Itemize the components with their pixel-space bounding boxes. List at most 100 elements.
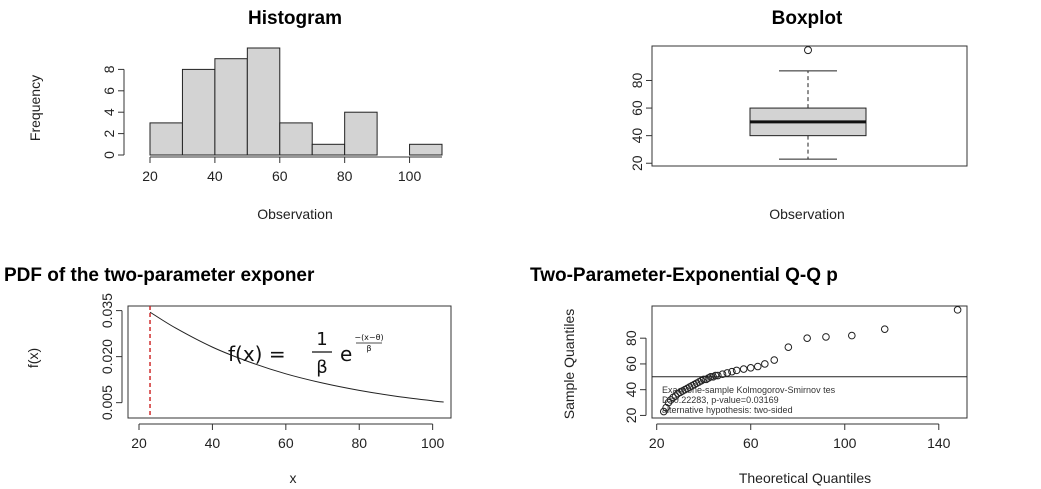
qq-point bbox=[803, 334, 811, 342]
qq-x-ticks: 20 60 100 140 bbox=[649, 424, 951, 451]
histogram-bars bbox=[149, 47, 443, 156]
pdf-formula: f(x) = 1 β e −(x−θ) β bbox=[228, 329, 384, 378]
pdf-frame bbox=[127, 305, 452, 419]
qq-xlabel: Theoretical Quantiles bbox=[739, 470, 871, 486]
qq-annotation-line-1: Exact one-sample Kolmogorov-Smirnov tes bbox=[662, 385, 836, 395]
histogram-panel: Histogram Frequency Observation 20 40 60 80… bbox=[27, 8, 443, 222]
histogram-bar bbox=[149, 122, 183, 156]
qq-point bbox=[746, 363, 755, 372]
qq-points bbox=[659, 306, 962, 416]
histogram-x-tick-label: 20 bbox=[142, 168, 158, 184]
qq-x-tick-label: 20 bbox=[649, 435, 665, 451]
qq-x-tick-label: 100 bbox=[833, 435, 857, 451]
qq-point bbox=[714, 371, 722, 380]
boxplot-frame bbox=[651, 45, 968, 167]
histogram-x-tick-label: 60 bbox=[272, 168, 288, 184]
qq-point bbox=[723, 369, 732, 377]
pdf-x-tick-label: 80 bbox=[351, 435, 367, 451]
histogram-y-tick-label: 4 bbox=[101, 108, 117, 116]
pdf-y-tick-label: 0.035 bbox=[99, 293, 115, 328]
histogram-y-tick-label: 0 bbox=[101, 151, 117, 159]
qq-y-tick-label: 80 bbox=[623, 330, 639, 346]
qq-panel: Two-Parameter-Exponential Q-Q p Sample Q… bbox=[530, 265, 968, 486]
histogram-bar bbox=[311, 143, 346, 156]
qq-point bbox=[880, 325, 889, 333]
qq-point bbox=[784, 343, 793, 351]
histogram-y-tick-label: 2 bbox=[101, 129, 117, 137]
qq-y-tick-label: 20 bbox=[623, 407, 639, 423]
histogram-y-ticks: 0 2 4 6 8 bbox=[101, 65, 124, 159]
histogram-bar bbox=[246, 47, 281, 156]
histogram-bar bbox=[181, 68, 216, 156]
histogram-ylabel: Frequency bbox=[27, 75, 43, 141]
qq-title: Two-Parameter-Exponential Q-Q p bbox=[530, 265, 838, 286]
boxplot-y-tick-label: 40 bbox=[629, 128, 645, 144]
pdf-x-tick-label: 40 bbox=[205, 435, 221, 451]
qq-x-tick-label: 60 bbox=[743, 435, 759, 451]
boxplot-box bbox=[749, 46, 867, 160]
qq-point bbox=[761, 360, 769, 368]
qq-point bbox=[711, 371, 720, 380]
pdf-formula-lhs: f(x) = bbox=[228, 342, 286, 366]
qq-point bbox=[659, 407, 668, 416]
qq-point bbox=[699, 375, 708, 384]
histogram-bar bbox=[214, 58, 248, 156]
boxplot-y-tick-label: 20 bbox=[629, 155, 645, 171]
boxplot-y-tick-label: 60 bbox=[629, 100, 645, 116]
histogram-y-tick-label: 8 bbox=[101, 65, 117, 73]
pdf-formula-exp-denominator: β bbox=[366, 344, 371, 353]
qq-point bbox=[848, 331, 856, 340]
histogram-x-tick-label: 100 bbox=[398, 168, 422, 184]
qq-point bbox=[739, 365, 748, 373]
qq-point bbox=[770, 356, 779, 364]
histogram-bar bbox=[279, 122, 313, 156]
qq-y-ticks: 20 40 60 80 bbox=[623, 330, 646, 423]
qq-x-tick-label: 140 bbox=[927, 435, 951, 451]
qq-frame bbox=[651, 305, 968, 419]
pdf-x-tick-label: 60 bbox=[278, 435, 294, 451]
qq-point bbox=[671, 392, 680, 400]
pdf-y-tick-label: 0.005 bbox=[99, 385, 115, 420]
histogram-xlabel: Observation bbox=[257, 206, 332, 222]
histogram-title: Histogram bbox=[248, 8, 342, 29]
histogram-x-tick-label: 40 bbox=[207, 168, 223, 184]
qq-point bbox=[953, 306, 962, 314]
histogram-x-ticks: 20 40 60 80 100 bbox=[142, 157, 421, 184]
histogram-y-tick-label: 6 bbox=[101, 87, 117, 95]
histogram-x-tick-label: 80 bbox=[337, 168, 353, 184]
pdf-title: PDF of the two-parameter exponer bbox=[4, 265, 315, 286]
qq-point bbox=[732, 366, 741, 375]
qq-point bbox=[822, 333, 830, 341]
histogram-bar bbox=[344, 111, 378, 156]
qq-annotation-line-3: alternative hypothesis: two-sided bbox=[662, 405, 793, 415]
pdf-formula-denominator: β bbox=[316, 357, 328, 378]
pdf-y-ticks: 0.005 0.020 0.035 bbox=[99, 293, 122, 420]
boxplot-panel: Boxplot Observation 20 40 60 80 bbox=[629, 8, 968, 222]
qq-point bbox=[664, 398, 673, 407]
boxplot-xlabel: Observation bbox=[769, 206, 844, 222]
pdf-y-tick-label: 0.020 bbox=[99, 339, 115, 374]
pdf-formula-base: e bbox=[340, 342, 352, 366]
boxplot-y-tick-label: 80 bbox=[629, 72, 645, 88]
qq-y-tick-label: 40 bbox=[623, 382, 639, 398]
pdf-x-tick-label: 20 bbox=[131, 435, 147, 451]
qq-annotation-line-2: D=0.22283, p-value=0.03169 bbox=[662, 395, 779, 405]
boxplot-title: Boxplot bbox=[772, 8, 843, 29]
pdf-formula-numerator: 1 bbox=[316, 329, 327, 350]
qq-point bbox=[728, 367, 736, 376]
qq-point bbox=[706, 373, 715, 381]
pdf-curve bbox=[149, 311, 444, 403]
boxplot-outlier bbox=[804, 46, 812, 55]
qq-point bbox=[718, 370, 727, 379]
qq-point bbox=[753, 362, 762, 371]
pdf-x-tick-label: 100 bbox=[421, 435, 445, 451]
qq-point bbox=[667, 396, 675, 404]
qq-annotation: Exact one-sample Kolmogorov-Smirnov tes … bbox=[662, 385, 836, 415]
pdf-ylabel: f(x) bbox=[25, 348, 41, 368]
pdf-panel: PDF of the two-parameter exponer f(x) x … bbox=[4, 265, 452, 486]
pdf-formula-exp-numerator: −(x−θ) bbox=[354, 333, 383, 342]
histogram-bar bbox=[409, 143, 443, 156]
qq-y-tick-label: 60 bbox=[623, 356, 639, 372]
qq-ylabel: Sample Quantiles bbox=[561, 309, 577, 420]
